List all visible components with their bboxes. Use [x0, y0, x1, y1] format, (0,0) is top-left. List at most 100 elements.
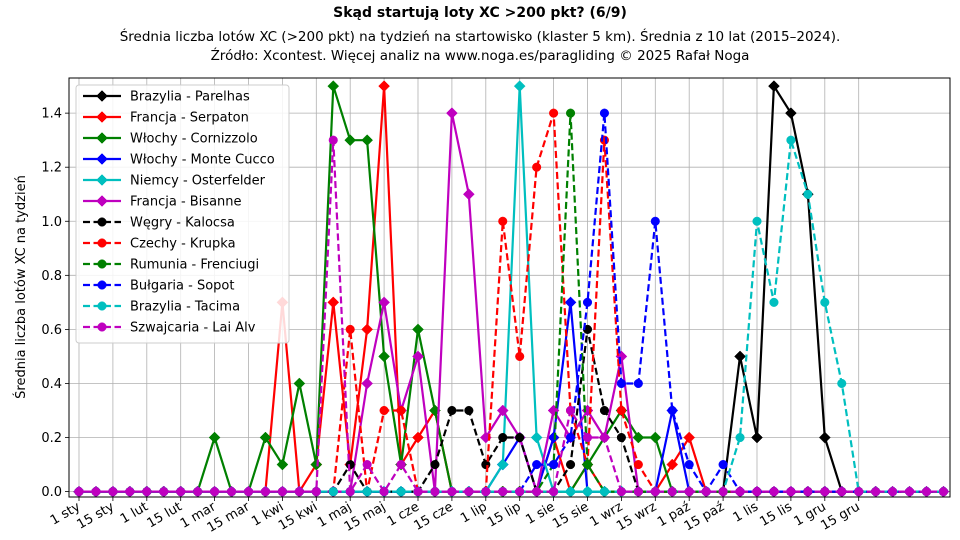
data-point — [921, 487, 932, 497]
x-tick-label: 15 gru — [818, 499, 862, 533]
data-point — [276, 458, 289, 471]
data-point — [667, 487, 677, 497]
legend-label: Włochy - Cornizzolo — [130, 132, 258, 147]
data-point — [888, 487, 898, 497]
data-point — [412, 431, 424, 444]
data-point — [752, 216, 762, 226]
data-point — [786, 135, 796, 145]
chart-subtitle-line-2: Źródło: Xcontest. Więcej analiz na www.n… — [211, 46, 750, 64]
data-point — [684, 460, 694, 470]
y-tick-label: 0.2 — [41, 431, 62, 446]
legend-entry: Francja - Serpaton — [83, 111, 249, 126]
data-point — [854, 487, 864, 497]
legend-marker — [97, 238, 107, 248]
data-point — [361, 377, 374, 390]
data-point — [566, 487, 576, 497]
data-point — [769, 297, 779, 307]
data-point — [735, 432, 745, 443]
data-point — [327, 296, 340, 309]
data-point — [616, 432, 626, 443]
data-point — [649, 431, 662, 444]
data-point — [327, 80, 340, 92]
data-point — [785, 107, 797, 119]
data-point — [142, 487, 152, 497]
data-point — [566, 460, 576, 470]
data-point — [361, 134, 374, 147]
y-tick-label: 0.6 — [41, 323, 62, 338]
data-point — [599, 405, 610, 416]
legend-marker — [97, 322, 107, 332]
data-point — [633, 487, 643, 497]
data-point — [396, 487, 406, 497]
y-axis: 0.0 0.2 0.4 0.6 0.8 1.0 1.2 1.4 — [41, 107, 69, 500]
data-point — [549, 460, 559, 470]
legend-entry: Węgry - Kalocsa — [83, 216, 235, 231]
data-point — [481, 487, 491, 497]
data-point — [515, 432, 525, 443]
data-point — [379, 487, 389, 497]
data-point — [530, 431, 543, 444]
data-point — [498, 487, 508, 497]
legend-entry: Włochy - Monte Cucco — [83, 153, 275, 168]
legend-label: Węgry - Kalocsa — [130, 216, 235, 231]
legend-label: Szwajcaria - Lai Alv — [130, 321, 256, 336]
legend-label: Czechy - Krupka — [130, 237, 236, 252]
data-point — [310, 458, 323, 471]
data-point — [446, 107, 458, 119]
legend-entry: Rumunia - Frenciugi — [83, 258, 259, 273]
data-point — [396, 405, 406, 416]
data-point — [345, 324, 355, 334]
legend-label: Francja - Serpaton — [130, 111, 249, 126]
data-point — [259, 431, 272, 444]
data-point — [786, 487, 796, 497]
data-point — [362, 487, 372, 497]
data-point — [125, 487, 135, 497]
data-point — [871, 487, 881, 497]
data-point — [311, 487, 321, 497]
y-tick-label: 0.4 — [41, 377, 62, 392]
data-point — [227, 487, 237, 497]
x-tick-label: 15 wrz — [614, 499, 659, 534]
data-point — [752, 487, 762, 497]
legend-marker — [96, 90, 108, 102]
data-point — [751, 431, 763, 444]
data-point — [650, 216, 660, 226]
data-point — [735, 487, 745, 497]
data-point — [498, 432, 508, 443]
data-point — [837, 487, 847, 497]
data-point — [582, 487, 593, 497]
x-tick-label: 15 sty — [75, 499, 118, 532]
data-point — [328, 135, 338, 145]
data-point — [820, 297, 830, 307]
data-point — [108, 487, 118, 497]
x-tick-label: 15 lip — [485, 499, 524, 530]
data-point — [496, 458, 509, 471]
data-point — [549, 487, 559, 497]
data-point — [464, 405, 474, 416]
data-point — [277, 487, 287, 497]
data-point — [633, 378, 643, 389]
x-tick-label: 15 cze — [411, 499, 455, 533]
x-tick-label: 15 lut — [145, 499, 185, 531]
data-point — [464, 487, 474, 497]
legend-marker — [96, 195, 108, 207]
data-point — [532, 162, 542, 172]
data-point — [513, 80, 526, 92]
data-point — [547, 431, 560, 444]
legend-marker — [97, 301, 107, 311]
y-tick-label: 0.8 — [41, 269, 62, 284]
x-tick-label: 15 kwi — [276, 499, 320, 533]
legend-entry: Bułgaria - Sopot — [83, 279, 234, 294]
data-point — [345, 460, 355, 470]
data-point — [684, 487, 694, 497]
data-point — [532, 487, 542, 497]
data-point — [344, 134, 357, 147]
series-6 — [74, 324, 949, 497]
legend-marker — [96, 111, 108, 123]
legend-marker — [96, 132, 108, 144]
legend-label: Włochy - Monte Cucco — [130, 153, 275, 168]
data-point — [412, 323, 424, 336]
x-tick-label: 1 lis — [731, 499, 762, 525]
x-tick-label: 15 lis — [757, 499, 795, 529]
data-point — [582, 432, 593, 443]
